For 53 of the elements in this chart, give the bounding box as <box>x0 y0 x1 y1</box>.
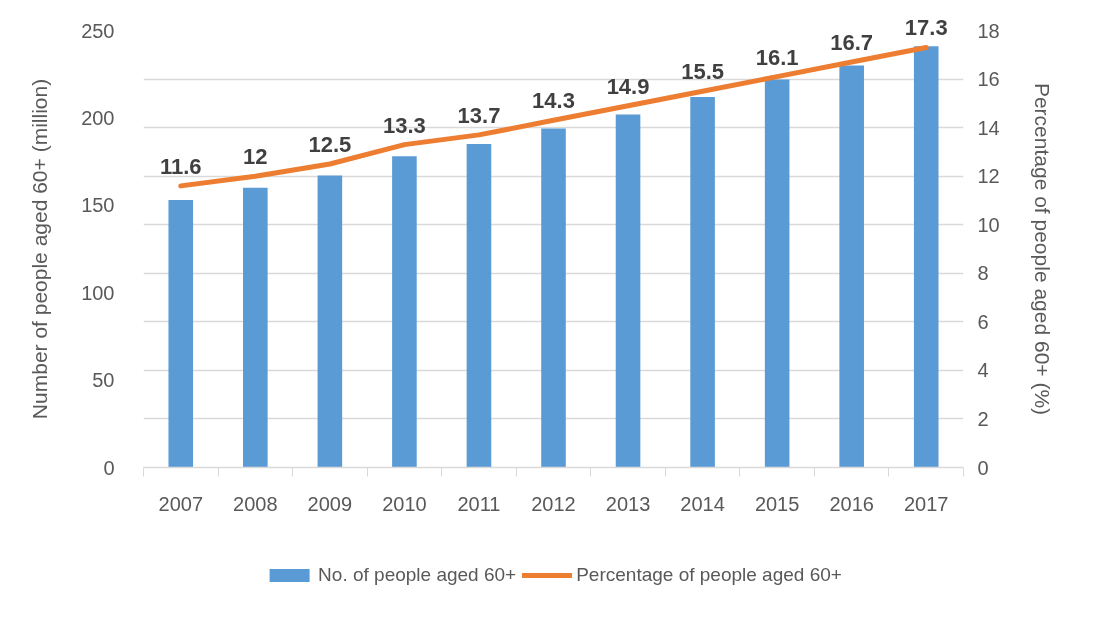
x-tick-label: 2015 <box>754 492 800 515</box>
y2-tick-label: 10 <box>977 213 1000 236</box>
y2-axis-title: Percentage of people aged 60+ (%) <box>1030 82 1054 416</box>
x-tick-label: 2007 <box>158 492 204 515</box>
bar <box>913 46 939 468</box>
data-label: 16.7 <box>830 30 874 56</box>
y-tick-label: 250 <box>81 19 115 42</box>
bar <box>243 187 268 468</box>
data-label: 14.3 <box>532 88 575 114</box>
y2-tick-label: 12 <box>977 165 1000 188</box>
x-tick-label: 2011 <box>457 492 501 515</box>
y-tick-label: 200 <box>81 106 115 129</box>
data-label: 11.6 <box>159 153 202 179</box>
y2-tick-label: 6 <box>977 310 989 333</box>
y2-tick-label: 14 <box>977 116 1000 139</box>
x-tick-label: 2010 <box>382 492 427 515</box>
bar <box>839 65 864 468</box>
bar <box>466 144 492 468</box>
y2-tick-label: 16 <box>977 68 1000 91</box>
x-tick-label: 2009 <box>307 492 353 515</box>
data-label: 13.7 <box>457 102 501 128</box>
y2-tick-label: 8 <box>977 262 989 285</box>
data-label: 17.3 <box>904 15 948 41</box>
bar <box>690 96 715 468</box>
y-tick-label: 0 <box>103 456 115 479</box>
legend-label: No. of people aged 60+ <box>318 564 517 586</box>
y-tick-label: 100 <box>81 281 115 304</box>
legend-label: Percentage of people aged 60+ <box>576 564 842 586</box>
data-label: 13.3 <box>383 112 426 138</box>
y-axis-title: Number of people aged 60+ (million) <box>28 78 52 420</box>
x-tick-label: 2008 <box>233 492 278 515</box>
y2-tick-label: 0 <box>977 456 989 479</box>
bar <box>168 200 194 468</box>
y-tick-label: 150 <box>81 194 115 217</box>
y2-tick-label: 18 <box>977 19 1000 42</box>
x-tick-label: 2013 <box>605 492 651 515</box>
x-tick-label: 2014 <box>680 492 725 515</box>
bar <box>764 79 790 468</box>
x-tick-label: 2016 <box>829 492 874 515</box>
bar <box>541 128 566 468</box>
x-tick-label: 2017 <box>903 492 949 515</box>
data-label: 16.1 <box>755 44 799 70</box>
data-label: 14.9 <box>606 73 650 99</box>
x-tick-label: 2012 <box>531 492 576 515</box>
data-label: 12.5 <box>308 132 352 158</box>
y2-tick-label: 2 <box>977 407 989 430</box>
bar <box>317 175 343 468</box>
data-label: 12 <box>243 144 268 170</box>
data-label: 15.5 <box>681 59 725 85</box>
y2-tick-label: 4 <box>977 359 989 382</box>
bar <box>392 156 417 468</box>
y-tick-label: 50 <box>92 369 115 392</box>
bar <box>615 114 641 468</box>
